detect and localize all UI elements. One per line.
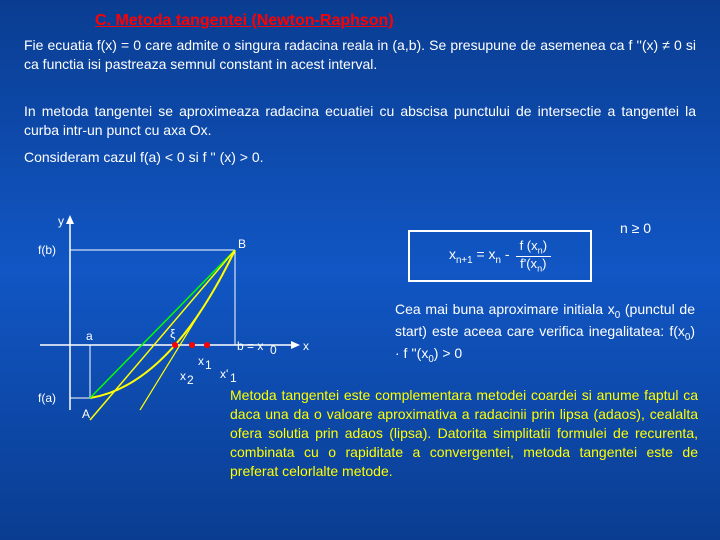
fraction-denominator: f'(xn) [516, 257, 550, 274]
chord-line [90, 250, 235, 398]
formula-sub-n1: n+1 [456, 255, 473, 266]
b-label-text: b = x [237, 339, 263, 353]
B-label: B [238, 237, 246, 251]
x-axis-arrow [291, 341, 300, 349]
paragraph-1: Fie ecuatia f(x) = 0 care admite o singu… [24, 36, 696, 74]
section-heading: C. Metoda tangentei (Newton-Raphson) [95, 12, 394, 30]
fa-label: f(a) [38, 391, 56, 405]
x1p-label-text: x' [220, 367, 228, 381]
x2-label-text: x [180, 369, 186, 383]
tangent-line-1 [90, 250, 235, 420]
frac-top-b: ) [543, 238, 547, 253]
best-approx-paragraph: Cea mai buna aproximare initiala x0 (pun… [395, 300, 695, 366]
x1-label-text: x [198, 354, 204, 368]
formula-fraction: f (xn) f'(xn) [516, 239, 551, 273]
n-condition: n ≥ 0 [620, 220, 651, 236]
formula-x: x [449, 246, 456, 262]
A-label: A [82, 407, 90, 421]
paragraph-3: Consideram cazul f(a) < 0 si f '' (x) > … [24, 148, 696, 167]
recurrence-formula-box: xn+1 = xn - f (xn) f'(xn) [408, 230, 592, 282]
point-xi [172, 342, 178, 348]
fraction-numerator: f (xn) [516, 239, 551, 257]
frac-bot-b: ) [542, 256, 546, 271]
a-label: a [86, 329, 93, 343]
x1p-label-sub: 1 [230, 371, 237, 385]
y-axis-label: y [58, 214, 64, 228]
point-x1 [204, 342, 210, 348]
best-d: ) > 0 [434, 345, 462, 361]
paragraph-2: In metoda tangentei se aproximeaza radac… [24, 102, 696, 140]
b-label-sub: 0 [270, 343, 277, 357]
frac-top-a: f (x [520, 238, 538, 253]
formula-eq: = x [473, 246, 496, 262]
newton-raphson-diagram: y x f(b) f(a) a B A ξ b = x 0 x 1 x 2 x'… [20, 210, 320, 435]
x2-label-sub: 2 [187, 373, 194, 387]
fb-label: f(b) [38, 243, 56, 257]
best-a: Cea mai buna aproximare initiala x [395, 301, 615, 317]
xi-label: ξ [170, 327, 176, 341]
point-x2 [189, 342, 195, 348]
formula-lhs: xn+1 = xn - [449, 246, 510, 266]
y-axis-arrow [66, 215, 74, 224]
recurrence-formula: xn+1 = xn - f (xn) f'(xn) [449, 239, 551, 273]
x1-label-sub: 1 [205, 358, 212, 372]
formula-minus: - [501, 246, 510, 262]
frac-bot-a: f'(x [520, 256, 537, 271]
x-axis-label: x [303, 339, 309, 353]
